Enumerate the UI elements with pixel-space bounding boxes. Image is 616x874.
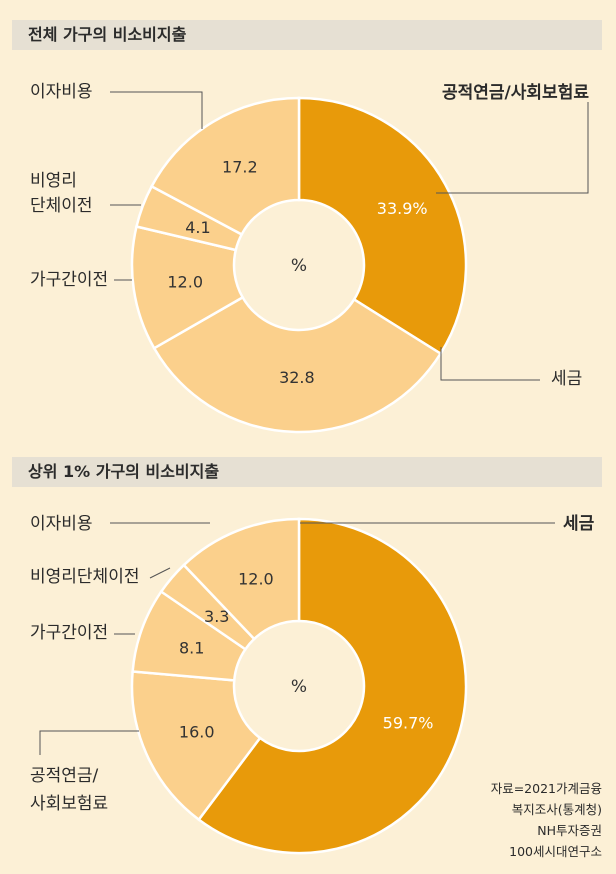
chart1-leader-line [436, 102, 589, 194]
source-line: 100세시대연구소 [509, 844, 602, 859]
chart2-value-label: 3.3 [204, 607, 229, 626]
chart1-center-label: % [291, 256, 307, 276]
chart1-slice [152, 295, 443, 434]
chart1-label-nonprofit-line1: 비영리 [30, 171, 77, 191]
chart2-slice [197, 517, 468, 855]
chart1-label-pension: 공적연금/사회보험료 [442, 83, 589, 103]
chart2-label-interhousehold: 가구간이전 [30, 623, 109, 643]
chart2-value-label: 59.7% [383, 713, 434, 732]
source-line: NH투자증권 [537, 823, 602, 838]
source-line: 자료=2021가계금융 [490, 781, 602, 796]
chart1-title: 전체 가구의 비소비지출 [12, 20, 602, 50]
chart1-value-label: 33.9% [377, 199, 428, 218]
chart2-label-tax: 세금 [563, 514, 595, 534]
chart1-value-label: 12.0 [167, 273, 203, 292]
chart1-value-label: 4.1 [185, 218, 210, 237]
chart2-center-label: % [291, 677, 307, 697]
chart1-leader-line [440, 347, 540, 381]
chart1-slice [297, 96, 468, 356]
chart1-value-label: 17.2 [222, 157, 258, 176]
chart1-label-nonprofit-line2: 단체이전 [30, 196, 93, 216]
chart2-value-label: 8.1 [179, 639, 204, 658]
chart1-label-tax: 세금 [551, 369, 583, 389]
chart2-leader-line [149, 567, 171, 579]
chart2-title: 상위 1% 가구의 비소비지출 [12, 457, 602, 487]
chart1-label-interest: 이자비용 [30, 82, 93, 102]
source-line: 복지조사(통계청) [511, 802, 602, 817]
chart1-leader-line [110, 91, 203, 129]
chart2-label-interest: 이자비용 [30, 514, 93, 534]
chart1-slice [149, 96, 301, 237]
chart2-value-label: 16.0 [179, 723, 215, 742]
chart2-leader-line [39, 730, 139, 755]
chart1-value-label: 32.8 [279, 368, 315, 387]
chart2-label-pension-line1: 공적연금/ [30, 766, 99, 786]
chart2-label-nonprofit: 비영리단체이전 [30, 567, 140, 587]
chart2-slice [130, 670, 262, 822]
source-note: 자료=2021가계금융 복지조사(통계청) NH투자증권 100세시대연구소 [491, 778, 602, 862]
chart1-label-interhousehold: 가구간이전 [30, 270, 109, 290]
chart2-slice [182, 517, 301, 641]
chart2-label-pension-line2: 사회보험료 [30, 794, 109, 814]
chart2-value-label: 12.0 [238, 569, 274, 588]
